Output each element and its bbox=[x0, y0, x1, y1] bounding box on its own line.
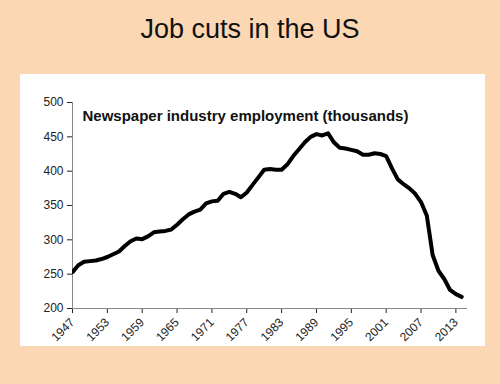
svg-text:450: 450 bbox=[43, 130, 63, 144]
html-text:Job cuts in the US: Job cuts in the US bbox=[140, 14, 360, 44]
svg-text:1947: 1947 bbox=[49, 315, 78, 344]
svg-text:2007: 2007 bbox=[397, 315, 426, 344]
svg-text:400: 400 bbox=[43, 164, 63, 178]
svg-text:200: 200 bbox=[43, 301, 63, 315]
svg-text:1977: 1977 bbox=[223, 315, 252, 344]
svg-text:1983: 1983 bbox=[258, 315, 287, 344]
svg-text:500: 500 bbox=[43, 95, 63, 109]
svg-text:250: 250 bbox=[43, 267, 63, 281]
svg-text:300: 300 bbox=[43, 233, 63, 247]
svg-text:1995: 1995 bbox=[327, 315, 356, 344]
svg-text:1989: 1989 bbox=[293, 315, 322, 344]
svg-text:1959: 1959 bbox=[118, 315, 147, 344]
svg-text:2001: 2001 bbox=[362, 315, 391, 344]
svg-text:1953: 1953 bbox=[83, 315, 112, 344]
svg-text:2013: 2013 bbox=[432, 315, 461, 344]
svg-text:1971: 1971 bbox=[188, 315, 217, 344]
svg-text:1965: 1965 bbox=[153, 315, 182, 344]
svg-text:350: 350 bbox=[43, 198, 63, 212]
svg-text:Newspaper industry employment: Newspaper industry employment (thousands… bbox=[83, 107, 409, 124]
